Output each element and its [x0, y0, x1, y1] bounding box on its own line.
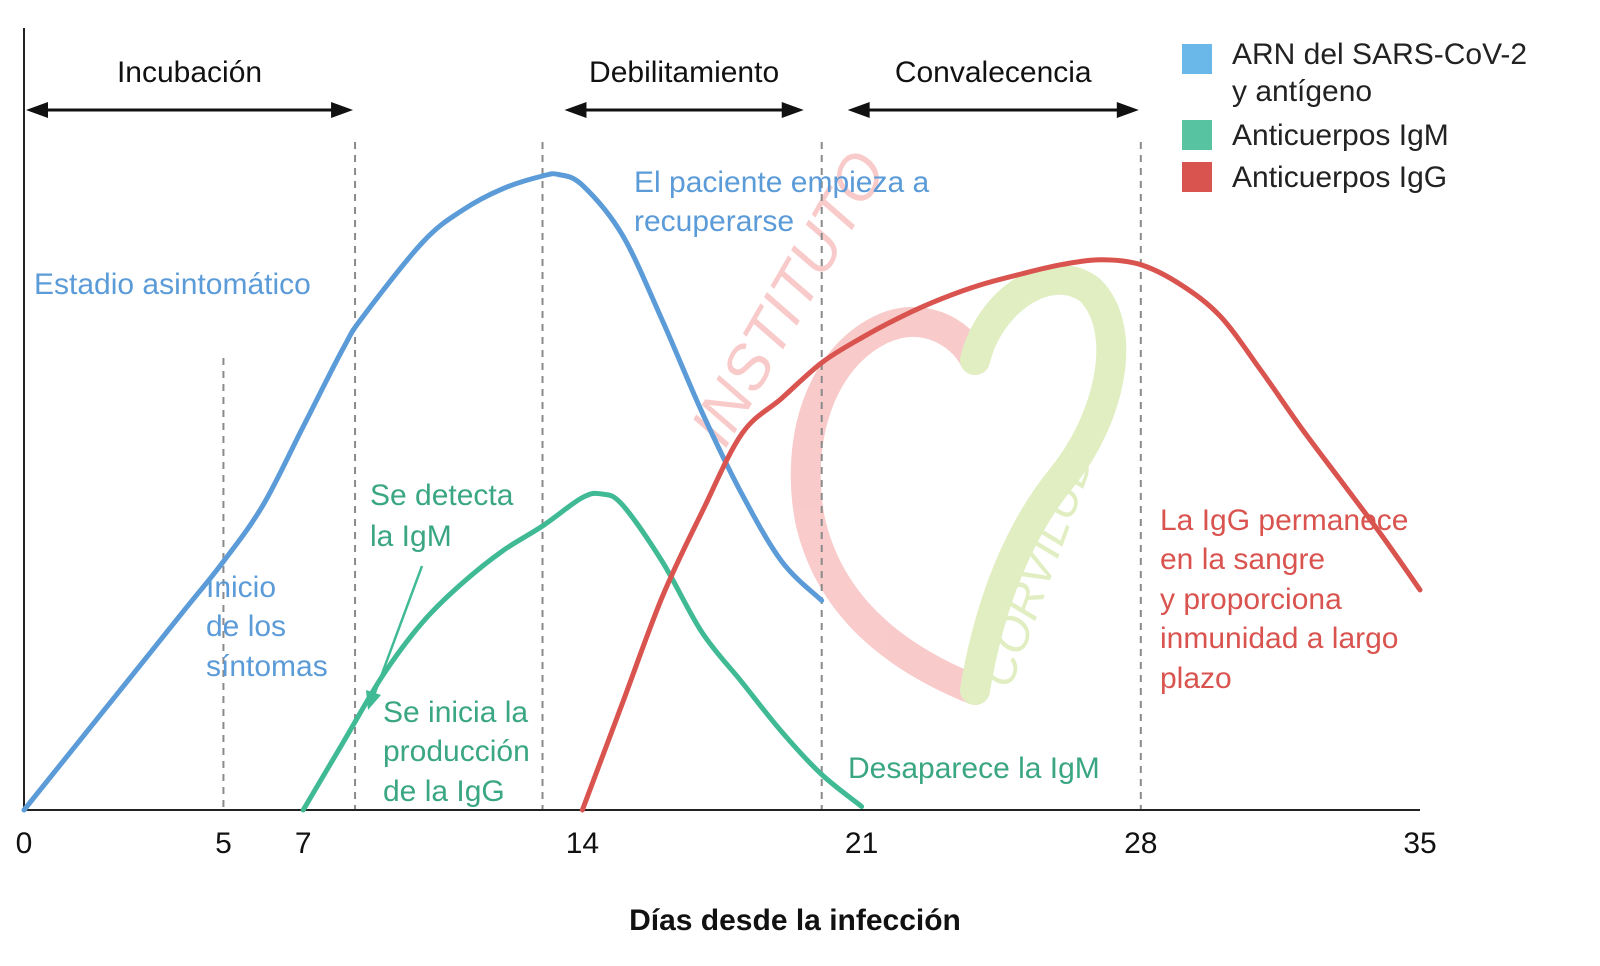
annotation-recuperarse: El paciente empieza a recuperarse	[634, 166, 938, 238]
x-tick-label: 14	[566, 827, 599, 860]
annotation-igg-line: inmunidad a largo	[1160, 622, 1399, 655]
legend-label-igm: Anticuerpos IgM	[1232, 119, 1449, 152]
legend-label-rna: ARN del SARS-CoV-2	[1232, 38, 1527, 71]
watermark-heart-left	[790, 307, 990, 705]
x-axis-title: Días desde la infección	[629, 904, 961, 937]
legend-label-rna: y antígeno	[1232, 75, 1372, 108]
annotation-inicio-sintomas: Inicio de los síntomas	[206, 571, 328, 683]
series-line-rna	[21, 171, 825, 813]
annotation-detecta-igm: Se detecta la IgM	[366, 479, 522, 710]
watermark-text-bottom: CORVILUD	[971, 443, 1105, 693]
x-tick-label: 21	[845, 827, 878, 860]
annotation-recuperarse-line: El paciente empieza a	[634, 166, 929, 199]
annotation-inicio-line: síntomas	[206, 650, 328, 683]
phase-label: Convalecencia	[895, 56, 1092, 89]
legend-swatch-igm	[1182, 120, 1212, 150]
annotation-asintomatico: Estadio asintomático	[34, 268, 311, 301]
phase-label: Incubación	[117, 56, 262, 89]
x-tick-label: 7	[295, 827, 312, 860]
legend-label-igg: Anticuerpos IgG	[1232, 161, 1447, 194]
x-tick-label: 28	[1124, 827, 1157, 860]
legend: ARN del SARS-CoV-2 y antígeno Anticuerpo…	[1182, 38, 1535, 194]
annotation-igg-permanece: La IgG permanece en la sangre y proporci…	[1160, 504, 1417, 695]
svg-text:El paciente empieza a re: El paciente empieza a recuperarse	[634, 166, 938, 238]
annotation-inicia-line: Se inicia la	[383, 696, 528, 729]
legend-swatch-rna	[1182, 44, 1212, 74]
annotation-detecta-arrowhead	[366, 690, 381, 710]
series-line-igg	[579, 257, 1423, 813]
annotation-asintomatico-line: Estadio asintomático	[34, 268, 311, 301]
annotation-detecta-arrow	[371, 565, 424, 699]
phase-arrow	[26, 102, 354, 118]
series-lines	[21, 171, 1423, 813]
phase-label: Debilitamiento	[589, 56, 779, 89]
x-axis-ticks: 0 5 7 14 21 28 35	[16, 827, 1437, 860]
annotation-inicia-line: de la IgG	[383, 775, 505, 808]
annotation-recuperarse-line: recuperarse	[634, 205, 794, 238]
svg-text:Inicio de los sínt: Inicio de los síntomas	[206, 571, 328, 683]
svg-text:Desaparece la IgM: Desaparece la IgM	[848, 752, 1100, 785]
annotation-inicio-line: de los	[206, 610, 286, 643]
svg-text:ARN del SARS-CoV-2 y ant: ARN del SARS-CoV-2 y antígeno	[1232, 38, 1535, 108]
annotation-desaparece-line: Desaparece la IgM	[848, 752, 1100, 785]
phase-arrows: Incubación Debilitamiento Convalecencia	[26, 56, 1139, 118]
phase-arrow	[847, 102, 1139, 118]
phase-arrow	[564, 102, 804, 118]
x-tick-label: 0	[16, 827, 33, 860]
x-tick-label: 35	[1403, 827, 1436, 860]
series-line-igm	[300, 490, 865, 813]
svg-text:Estadio asintomático: Estadio asintomático	[34, 268, 311, 301]
annotation-detecta-line: la IgM	[370, 520, 452, 553]
annotation-desaparece-igm: Desaparece la IgM	[848, 752, 1100, 785]
annotation-detecta-line: Se detecta	[370, 479, 514, 512]
annotation-inicio-line: Inicio	[206, 571, 276, 604]
svg-text:Se detecta la IgM: Se detecta la IgM	[370, 479, 522, 553]
legend-swatch-igg	[1182, 162, 1212, 192]
annotation-igg-line: La IgG permanece	[1160, 504, 1408, 537]
svg-text:La IgG permanece en la s: La IgG permanece en la sangre y proporci…	[1160, 504, 1417, 695]
annotation-igg-line: en la sangre	[1160, 543, 1325, 576]
svg-text:Se inicia la producción: Se inicia la producción de la IgG	[383, 696, 538, 808]
x-tick-label: 5	[215, 827, 232, 860]
annotation-igg-line: plazo	[1160, 662, 1232, 695]
reference-lines	[222, 142, 1142, 810]
watermark-heart-right	[960, 264, 1127, 705]
annotation-inicia-igg: Se inicia la producción de la IgG	[383, 696, 538, 808]
annotation-inicia-line: producción	[383, 735, 530, 768]
annotation-igg-line: y proporciona	[1160, 583, 1342, 616]
